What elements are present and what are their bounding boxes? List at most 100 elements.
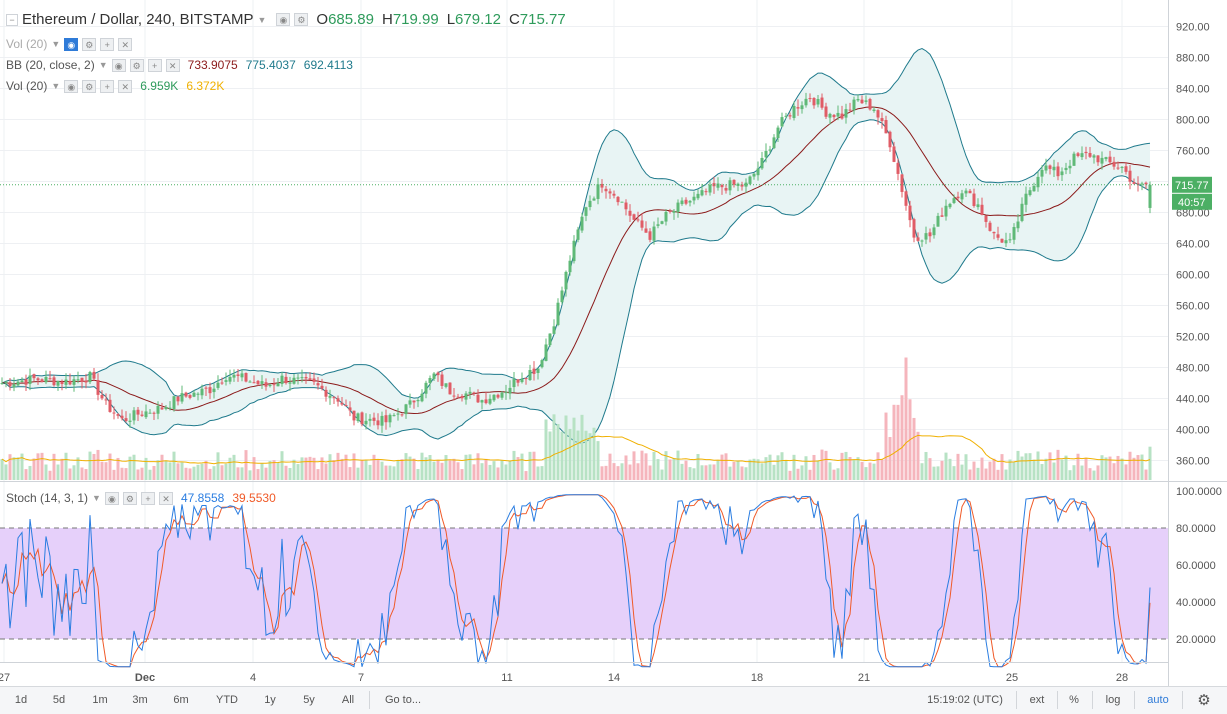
candle-body — [360, 412, 364, 425]
candle-body — [952, 198, 956, 203]
bottom-toolbar: 1d 5d 1m 3m 6m YTD 1y 5y All Go to... 15… — [0, 686, 1227, 714]
vol-collapsed-legend: Vol (20) ▼ ◉ ⚙ + ✕ — [6, 37, 133, 51]
price-pane[interactable] — [0, 48, 1168, 480]
collapse-icon[interactable]: − — [6, 13, 18, 26]
add-icon[interactable]: + — [100, 79, 115, 93]
candle-body — [584, 207, 588, 216]
ext-toggle[interactable]: ext — [1029, 694, 1045, 706]
add-icon[interactable]: + — [147, 58, 162, 72]
candle-body — [776, 127, 780, 138]
eye-icon[interactable]: ◉ — [64, 79, 79, 93]
volume-bar — [108, 453, 112, 480]
range-5d-button[interactable]: 5d — [52, 694, 66, 706]
eye-icon[interactable]: ◉ — [111, 58, 126, 72]
candle-body — [804, 98, 808, 106]
auto-toggle[interactable]: auto — [1147, 694, 1169, 706]
price-tick-label: 480.00 — [1176, 363, 1210, 375]
bar-countdown: 40:57 — [1178, 197, 1206, 209]
volume-bar — [132, 454, 136, 480]
add-icon[interactable]: + — [140, 491, 155, 505]
range-3m-button[interactable]: 3m — [132, 694, 148, 706]
candle-body — [1088, 152, 1092, 157]
volume-bar — [348, 467, 352, 480]
settings-icon[interactable]: ⚙ — [129, 58, 144, 72]
close-icon[interactable]: ✕ — [165, 58, 180, 72]
candle-body — [620, 201, 624, 203]
candle-body — [580, 216, 584, 231]
close-icon[interactable]: ✕ — [118, 37, 133, 51]
vol-ma-value: 6.372K — [186, 79, 225, 93]
add-icon[interactable]: + — [100, 37, 115, 51]
time-tick-label: 18 — [751, 672, 763, 684]
stoch-pane[interactable] — [0, 494, 1168, 668]
settings-icon[interactable]: ⚙ — [82, 37, 97, 51]
volume-bar — [668, 459, 672, 480]
range-all-button[interactable]: All — [341, 694, 355, 706]
vol-legend: Vol (20) ▼ ◉ ⚙ + ✕ 6.959K 6.372K — [6, 79, 224, 93]
settings-icon[interactable]: ⚙ — [122, 491, 137, 505]
range-6m-button[interactable]: 6m — [173, 694, 189, 706]
volume-bar — [184, 467, 188, 480]
volume-bar — [912, 417, 916, 480]
volume-bar — [776, 455, 780, 480]
volume-bar — [800, 465, 804, 480]
chevron-down-icon[interactable]: ▼ — [51, 39, 61, 49]
volume-bar — [1104, 457, 1108, 480]
volume-bar — [384, 465, 388, 480]
candle-body — [948, 203, 952, 208]
chevron-down-icon[interactable]: ▼ — [98, 60, 108, 70]
range-1y-button[interactable]: 1y — [264, 694, 276, 706]
percent-toggle[interactable]: % — [1069, 694, 1079, 706]
volume-bar — [944, 452, 948, 480]
log-toggle[interactable]: log — [1105, 694, 1121, 706]
gear-icon[interactable]: ⚙ — [1197, 692, 1211, 709]
settings-icon[interactable]: ⚙ — [294, 13, 309, 26]
range-1m-button[interactable]: 1m — [92, 694, 108, 706]
candle-body — [568, 260, 572, 273]
volume-bar — [52, 453, 56, 480]
chevron-down-icon[interactable]: ▼ — [92, 493, 101, 503]
range-1d-button[interactable]: 1d — [14, 694, 28, 706]
settings-icon[interactable]: ⚙ — [82, 79, 97, 93]
candle-body — [1092, 155, 1096, 158]
range-ytd-button[interactable]: YTD — [216, 694, 238, 706]
candle-body — [272, 384, 276, 386]
candle-body — [608, 191, 612, 194]
close-icon[interactable]: ✕ — [158, 491, 173, 505]
eye-icon[interactable]: ◉ — [104, 491, 119, 505]
candle-body — [892, 146, 896, 162]
candle-body — [456, 396, 460, 398]
candle-body — [372, 417, 376, 421]
volume-bar — [716, 460, 720, 480]
candle-body — [1068, 165, 1072, 169]
range-5y-button[interactable]: 5y — [303, 694, 315, 706]
volume-bar — [296, 464, 300, 480]
eye-icon[interactable]: ◉ — [276, 13, 291, 26]
candle-body — [444, 383, 448, 387]
chevron-down-icon[interactable]: ▼ — [257, 14, 267, 25]
candle-body — [112, 412, 116, 414]
volume-bar — [588, 433, 592, 480]
volume-bar — [820, 449, 824, 480]
goto-button[interactable]: Go to... — [384, 694, 422, 706]
volume-bar — [484, 458, 488, 480]
volume-bar — [232, 454, 236, 480]
chevron-down-icon[interactable]: ▼ — [51, 81, 61, 91]
volume-bar — [680, 463, 684, 480]
volume-bar — [712, 464, 716, 480]
toolbar-divider — [1092, 691, 1093, 709]
candle-body — [512, 379, 516, 388]
candle-body — [956, 196, 960, 199]
close-icon[interactable]: ✕ — [118, 79, 133, 93]
volume-bar — [1120, 458, 1124, 480]
volume-bar — [532, 451, 536, 480]
volume-bar — [984, 468, 988, 480]
candle-body — [616, 196, 620, 203]
eye-icon[interactable]: ◉ — [64, 37, 79, 51]
volume-bar — [448, 460, 452, 480]
candle-body — [344, 405, 348, 407]
candle-body — [656, 224, 660, 226]
volume-bar — [176, 463, 180, 480]
candle-body — [188, 395, 192, 398]
